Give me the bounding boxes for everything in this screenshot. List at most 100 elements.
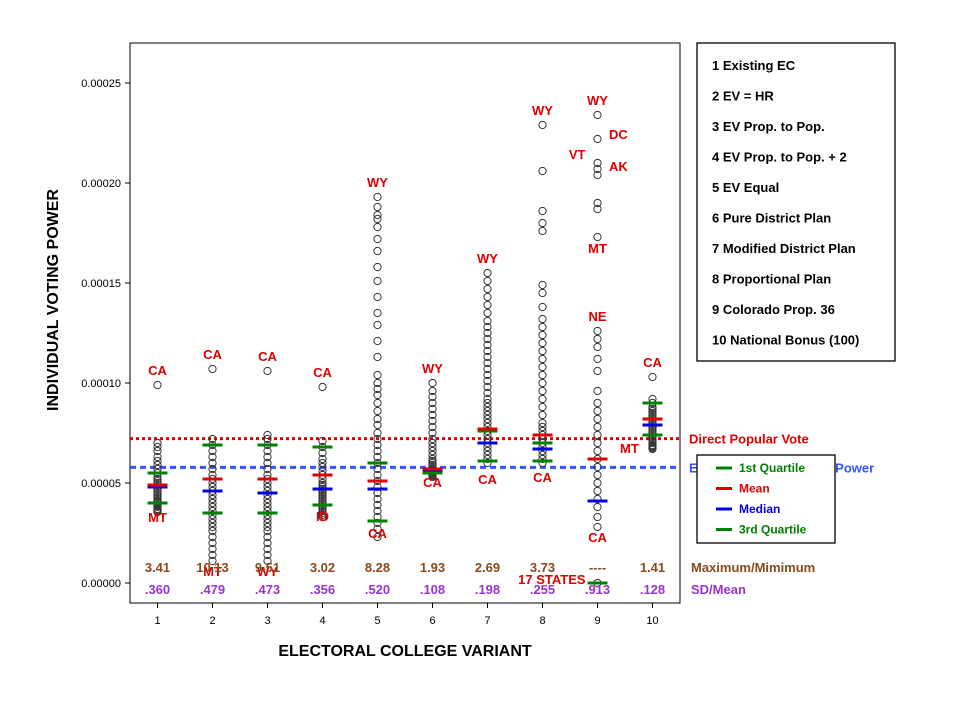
- data-point: [373, 222, 382, 232]
- variant-legend-item: 4 EV Prop. to Pop. + 2: [712, 150, 847, 165]
- data-point: [263, 538, 272, 548]
- data-point: [593, 486, 602, 496]
- data-point: [593, 386, 602, 396]
- data-point: [483, 346, 492, 356]
- data-point: [593, 522, 602, 532]
- x-tick-label: 9: [594, 615, 600, 627]
- max-min-value: 3.73: [530, 560, 555, 575]
- y-tick-label: 0.00015: [81, 278, 121, 290]
- y-tick-label: 0.00005: [81, 478, 121, 490]
- state-label: CA: [478, 472, 497, 487]
- data-point: [483, 446, 492, 456]
- variant-legend-item: 2 EV = HR: [712, 89, 774, 104]
- data-point: [263, 464, 272, 474]
- state-label: AK: [609, 159, 628, 174]
- data-point: [538, 288, 547, 298]
- data-point: [373, 320, 382, 330]
- sd-mean-value: .128: [640, 582, 665, 597]
- data-point: [318, 478, 327, 488]
- data-point: [263, 446, 272, 456]
- data-point: [538, 450, 547, 460]
- data-point: [538, 338, 547, 348]
- data-point: [263, 544, 272, 554]
- data-point: [483, 358, 492, 368]
- state-label: WY: [587, 93, 608, 108]
- data-point: [373, 482, 382, 492]
- data-point: [373, 398, 382, 408]
- data-point: [593, 134, 602, 144]
- x-tick-label: 10: [646, 615, 658, 627]
- data-point: [373, 494, 382, 504]
- data-point: [483, 352, 492, 362]
- x-tick-label: 6: [429, 615, 435, 627]
- data-point: [538, 458, 547, 468]
- sd-mean-value: .356: [310, 582, 335, 597]
- state-label: CA: [643, 355, 662, 370]
- data-point: [153, 438, 162, 448]
- max-min-value: 9.51: [255, 560, 280, 575]
- sd-mean-value: .913: [585, 582, 610, 597]
- data-point: [483, 414, 492, 424]
- data-point: [153, 456, 162, 466]
- data-point: [648, 406, 657, 416]
- data-point: [263, 506, 272, 516]
- x-tick-label: 1: [154, 615, 160, 627]
- data-point: [373, 390, 382, 400]
- variant-legend-item: 1 Existing EC: [712, 58, 796, 73]
- data-point: [483, 406, 492, 416]
- plot-frame: [129, 42, 681, 604]
- sd-mean-value: .520: [365, 582, 390, 597]
- data-point: [318, 486, 327, 496]
- data-point: [153, 496, 162, 506]
- data-point: [483, 402, 492, 412]
- data-point: [263, 494, 272, 504]
- data-point: [428, 398, 437, 408]
- sd-mean-value: .108: [420, 582, 445, 597]
- data-point: [318, 494, 327, 504]
- data-point: [483, 450, 492, 460]
- data-point: [428, 450, 437, 460]
- data-point: [318, 454, 327, 464]
- data-point: [538, 410, 547, 420]
- data-point: [648, 428, 657, 438]
- data-point: [263, 430, 272, 440]
- data-point: [373, 370, 382, 380]
- sd-mean-value: .255: [530, 582, 555, 597]
- data-point: [593, 366, 602, 376]
- data-point: [593, 414, 602, 424]
- data-point: [483, 340, 492, 350]
- state-label: MT: [148, 510, 167, 525]
- data-point: [153, 446, 162, 456]
- stat-legend-label: Mean: [739, 482, 770, 496]
- state-label: MT: [203, 564, 222, 579]
- state-label: WY: [532, 103, 553, 118]
- reference-line-label: Direct Popular Vote: [689, 432, 809, 447]
- data-point: [208, 446, 217, 456]
- data-point: [483, 398, 492, 408]
- data-point: [593, 406, 602, 416]
- state-labels: CA MT CA MT CA WY CA ID WY CA WY CA WY CA WY CA WY DC VT AK…: [148, 93, 662, 587]
- variant-legend-item: 6 Pure District Plan: [712, 211, 831, 226]
- variant-legend-item: 9 Colorado Prop. 36: [712, 302, 835, 317]
- data-point: [648, 408, 657, 418]
- data-point: [208, 434, 217, 444]
- data-point: [373, 506, 382, 516]
- max-min-value: 1.93: [420, 560, 445, 575]
- data-point: [263, 502, 272, 512]
- data-point: [428, 456, 437, 466]
- y-tick-label: 0.00025: [81, 78, 121, 90]
- state-label: CA: [203, 347, 222, 362]
- data-point: [538, 314, 547, 324]
- data-point: [428, 438, 437, 448]
- data-point: [373, 202, 382, 212]
- data-point: [538, 166, 547, 176]
- data-point: [263, 522, 272, 532]
- data-point: [263, 518, 272, 528]
- data-point: [593, 398, 602, 408]
- data-point: [593, 110, 602, 120]
- data-point: [428, 404, 437, 414]
- y-axis-ticks: 0.00000 0.00005 0.00010 0.00015 0.00020 0.000…: [81, 78, 130, 590]
- data-point: [373, 352, 382, 362]
- data-point: [263, 490, 272, 500]
